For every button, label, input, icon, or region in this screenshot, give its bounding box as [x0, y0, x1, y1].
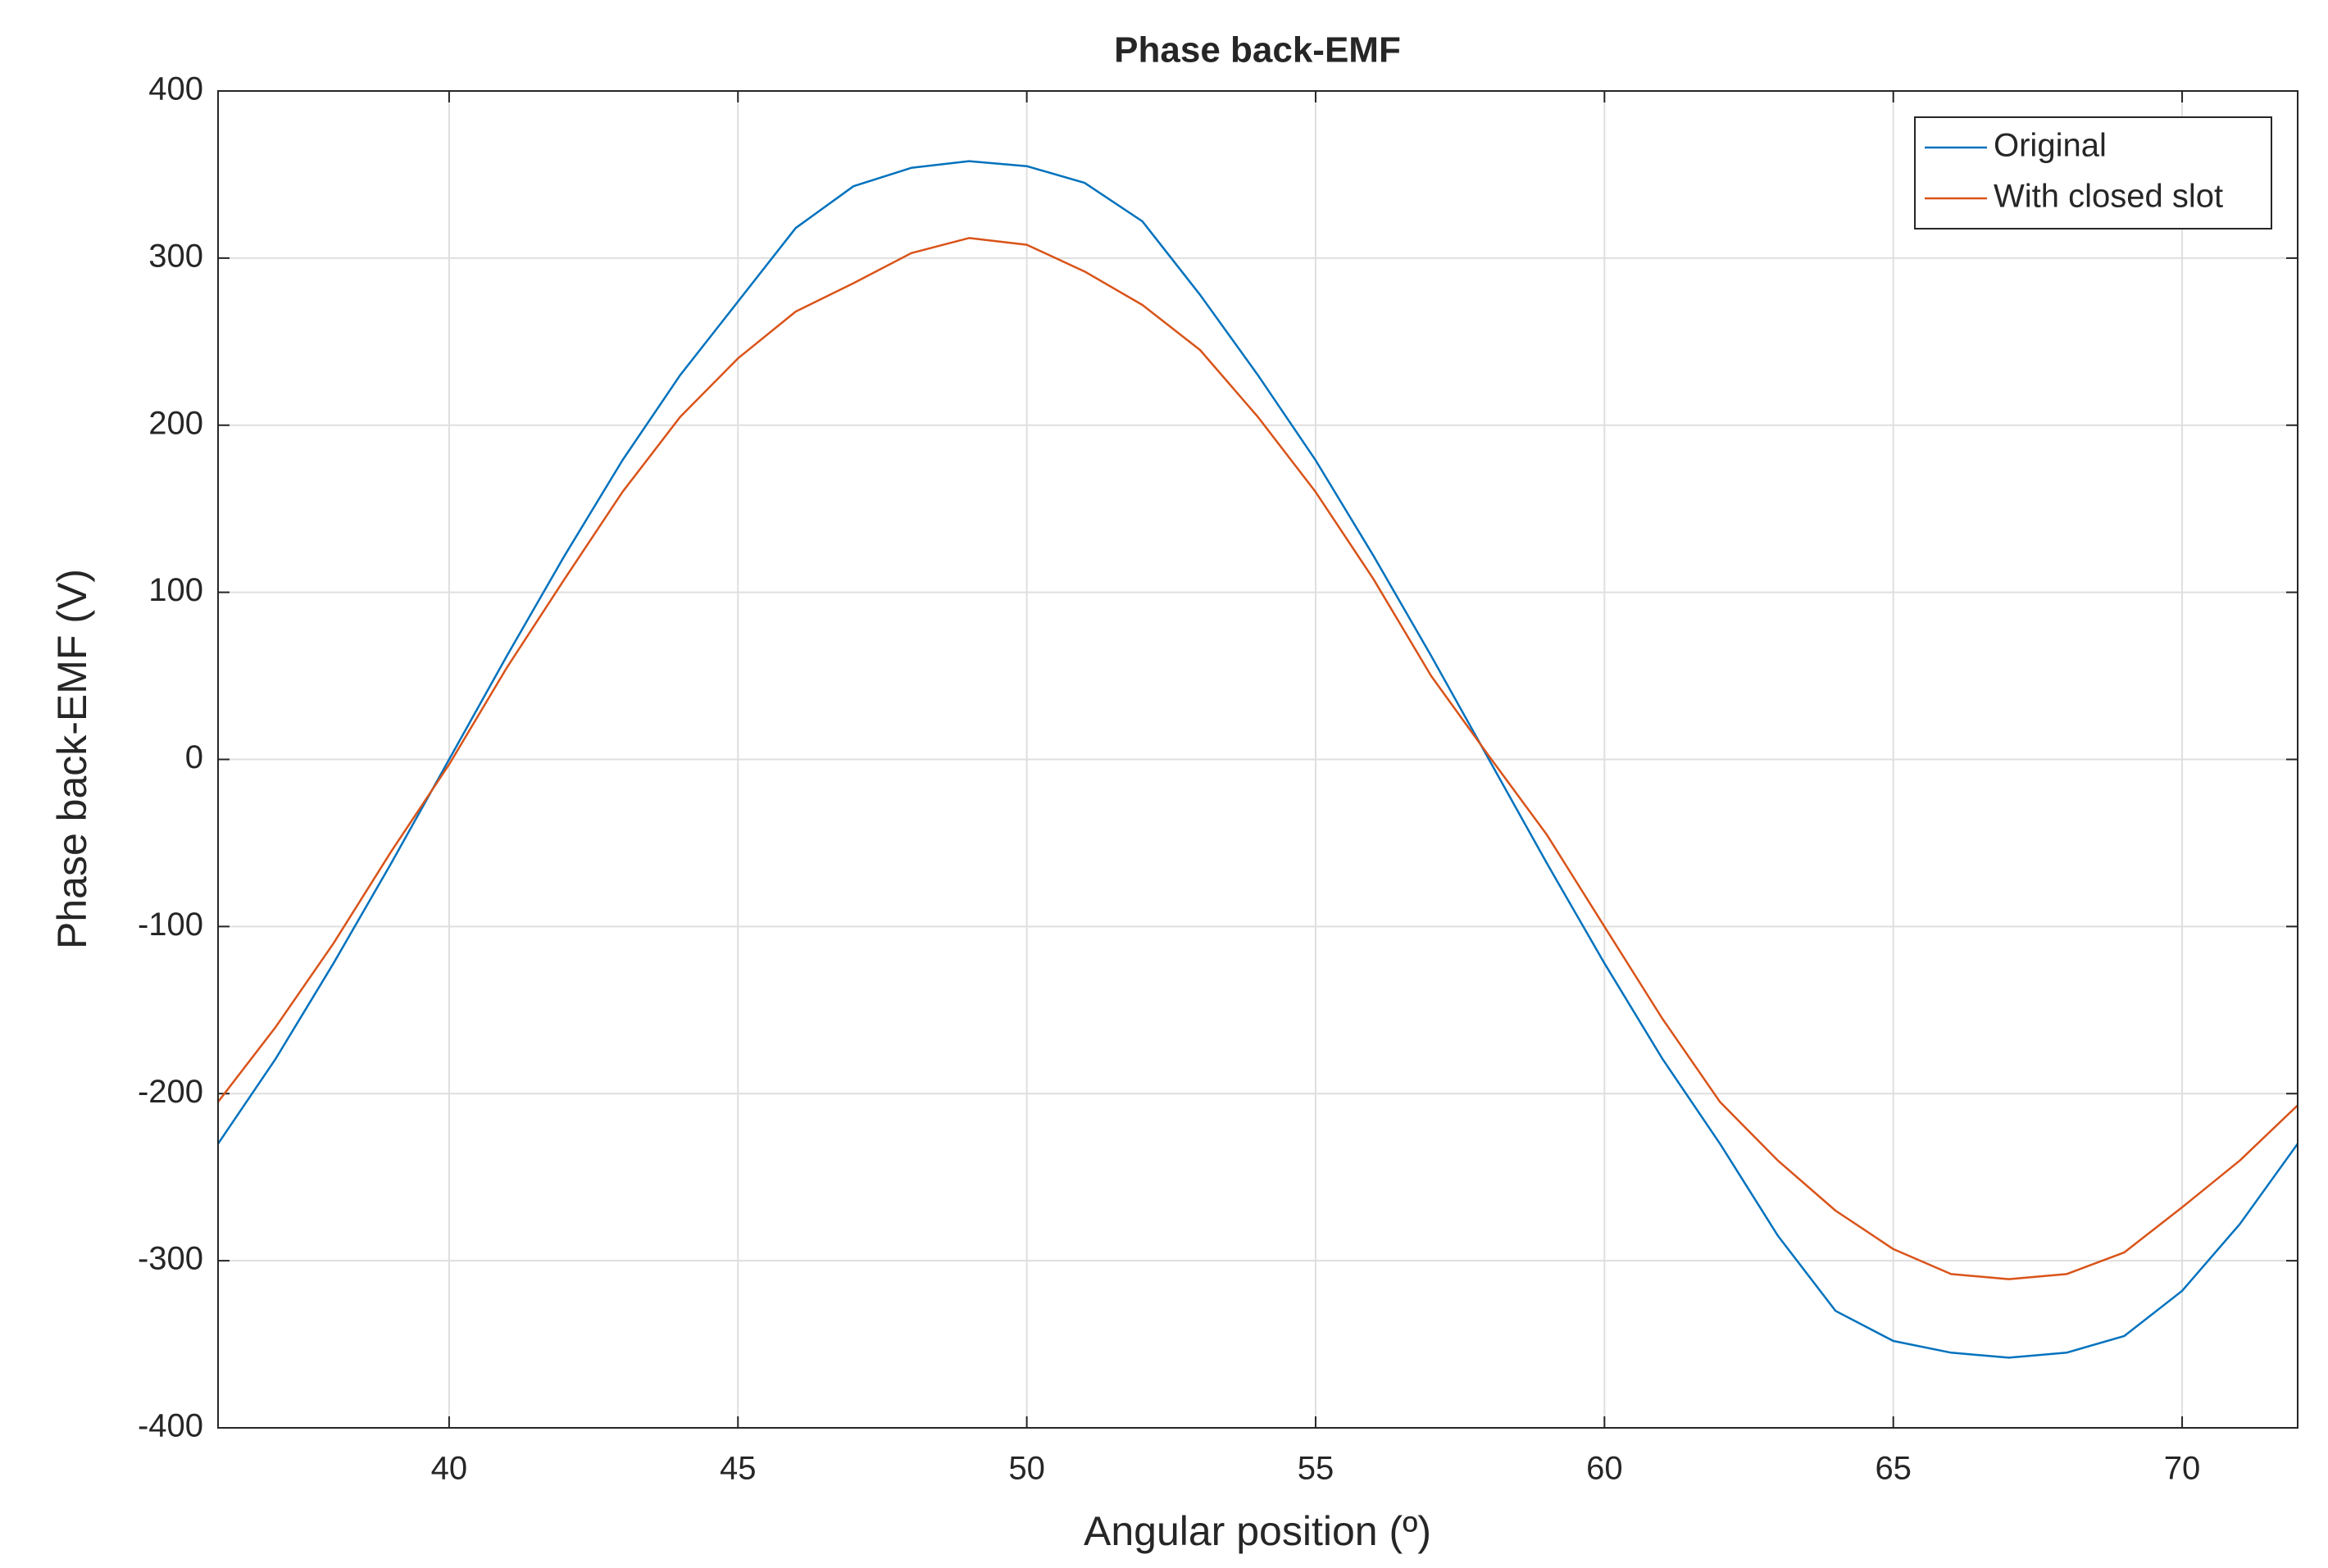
chart-title: Phase back-EMF	[1114, 30, 1401, 70]
x-tick-label: 55	[1298, 1451, 1335, 1487]
y-tick-label: -200	[138, 1074, 203, 1110]
x-tick-label: 40	[431, 1451, 468, 1487]
y-tick-label: 0	[185, 739, 203, 775]
x-tick-label: 60	[1586, 1451, 1623, 1487]
legend-box	[1914, 116, 2272, 230]
x-tick-label: 65	[1875, 1451, 1912, 1487]
y-tick-label: -300	[138, 1241, 203, 1277]
x-tick-label: 50	[1008, 1451, 1045, 1487]
x-axis-label: Angular position (º)	[1084, 1508, 1431, 1554]
x-tick-label: 70	[2164, 1451, 2201, 1487]
x-tick-label: 45	[720, 1451, 757, 1487]
y-tick-label: 400	[148, 71, 203, 107]
y-axis-label: Phase back-EMF (V)	[49, 569, 95, 949]
legend-label: Original	[1994, 128, 2107, 164]
y-tick-label: -400	[138, 1408, 203, 1444]
y-tick-label: 100	[148, 572, 203, 608]
axes-box	[217, 90, 2298, 1429]
y-tick-label: 300	[148, 238, 203, 274]
legend-label: With closed slot	[1994, 179, 2223, 215]
y-tick-label: 200	[148, 405, 203, 441]
y-tick-label: -100	[138, 907, 203, 943]
series-line	[217, 237, 2298, 1280]
series-line	[216, 160, 2299, 1359]
